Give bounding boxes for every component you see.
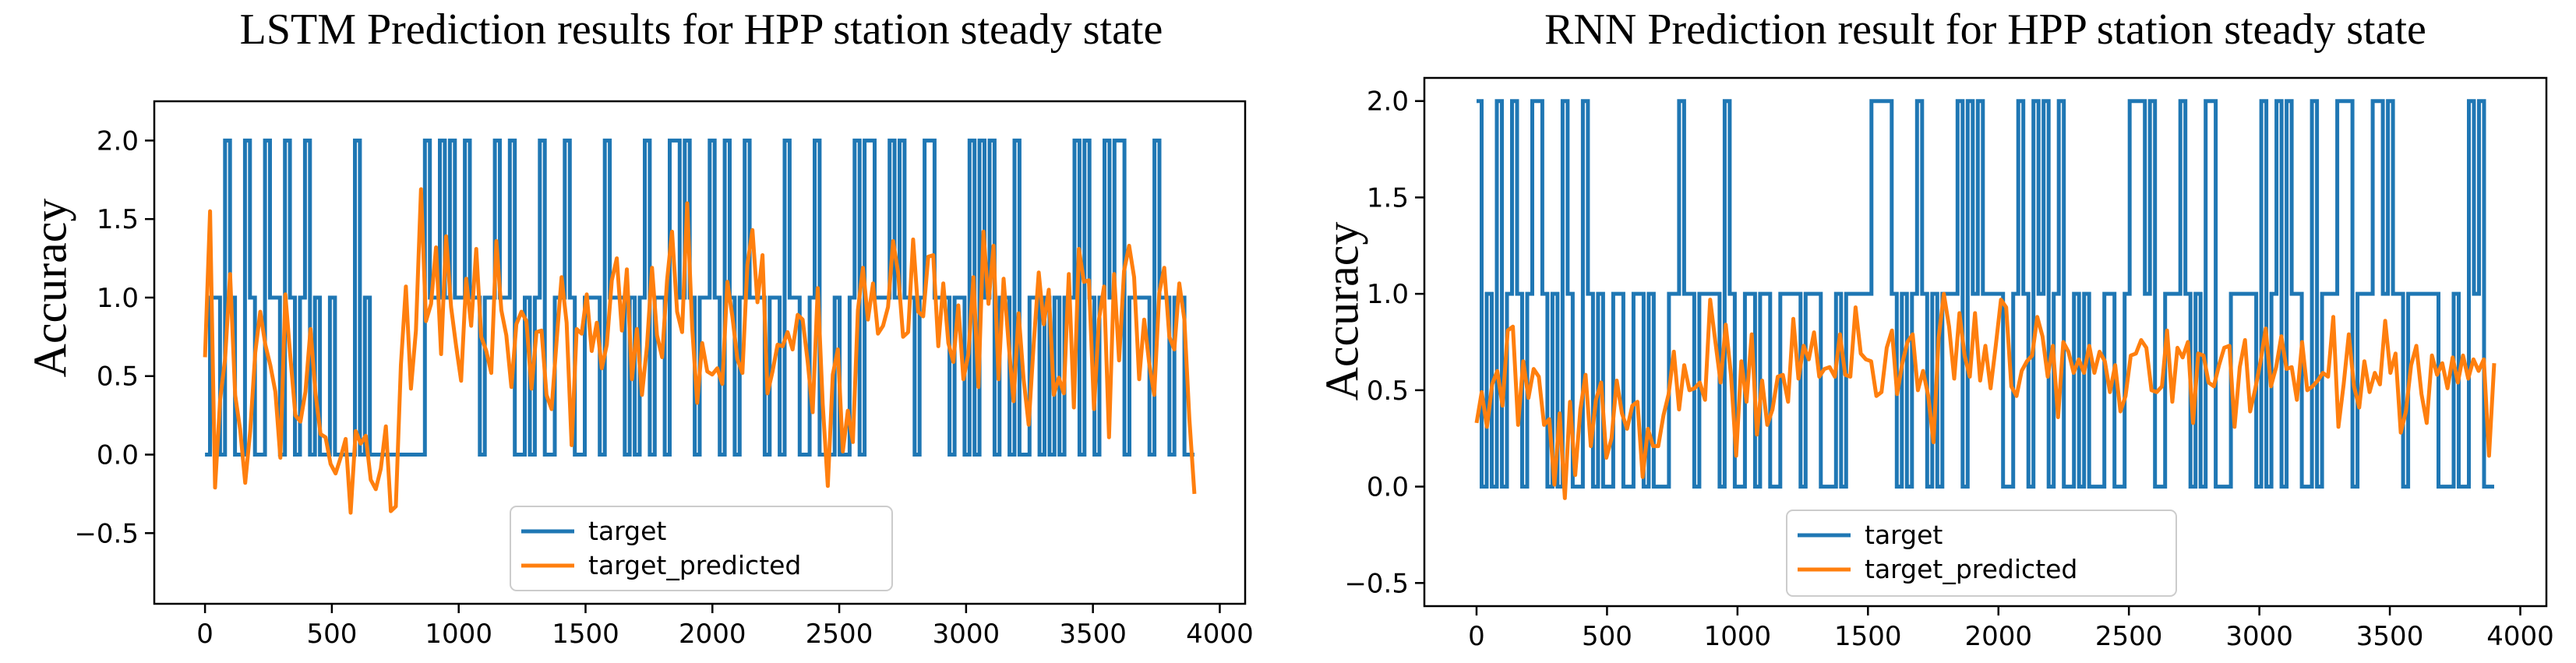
lstm-x-tick-label: 3500 xyxy=(1059,619,1127,650)
rnn-y-tick-label: 0.0 xyxy=(1367,472,1409,503)
rnn-y-tick-label: −0.5 xyxy=(1344,568,1409,599)
rnn-chart-svg: 0 500 1000 1500 2000 2500 3000 3500 4000 −0.5 0.0 0… xyxy=(1344,76,2554,652)
rnn-x-tick-label: 500 xyxy=(1582,621,1632,652)
rnn-legend-label-1: target_predicted xyxy=(1865,554,2077,584)
rnn-x-tick-label: 3500 xyxy=(2356,621,2424,652)
rnn-y-tick-label: 1.0 xyxy=(1367,279,1409,310)
lstm-series-group xyxy=(203,138,1197,515)
lstm-x-tick-label: 1000 xyxy=(425,619,492,650)
lstm-x-tick-label: 0 xyxy=(196,619,213,650)
rnn-series-target-predicted xyxy=(1474,291,2497,500)
lstm-y-tick-label: 1.5 xyxy=(97,204,139,235)
lstm-legend-box xyxy=(510,506,893,591)
lstm-x-tick-label: 1500 xyxy=(552,619,619,650)
lstm-legend-label-0: target xyxy=(588,516,666,546)
rnn-series-target xyxy=(1477,99,2494,489)
lstm-legend-label-1: target_predicted xyxy=(588,550,801,580)
rnn-y-tick-label: 0.5 xyxy=(1367,376,1409,407)
lstm-y-tick-label: 2.0 xyxy=(97,125,139,157)
lstm-y-tick-label: −0.5 xyxy=(74,518,139,549)
rnn-chart-title: RNN Prediction result for HPP station st… xyxy=(1544,5,2426,54)
rnn-legend-box xyxy=(1786,510,2177,597)
lstm-x-tick-label: 2000 xyxy=(679,619,746,650)
rnn-x-tick-label: 3000 xyxy=(2225,621,2293,652)
lstm-y-tick-label: 1.0 xyxy=(97,283,139,314)
lstm-x-tick-label: 500 xyxy=(306,619,357,650)
lstm-chart-title: LSTM Prediction results for HPP station … xyxy=(239,5,1163,54)
rnn-x-tick-label: 1500 xyxy=(1834,621,1902,652)
rnn-x-tick-label: 0 xyxy=(1468,621,1485,652)
lstm-chart-panel: LSTM Prediction results for HPP station … xyxy=(25,5,1254,650)
lstm-chart-svg: 0 500 1000 1500 2000 2500 3000 3500 4000 −0.5 0.0 0… xyxy=(74,100,1254,650)
rnn-chart-panel: RNN Prediction result for HPP station st… xyxy=(1288,0,2576,663)
lstm-x-tick-label: 3000 xyxy=(933,619,1000,650)
rnn-series-group xyxy=(1474,99,2497,500)
lstm-x-tick-label: 2500 xyxy=(806,619,873,650)
lstm-x-tick-label: 4000 xyxy=(1186,619,1254,650)
rnn-y-tick-label: 2.0 xyxy=(1367,86,1409,118)
rnn-x-tick-label: 4000 xyxy=(2486,621,2554,652)
rnn-x-tick-label: 2000 xyxy=(1964,621,2032,652)
rnn-legend-label-0: target xyxy=(1865,520,1943,550)
rnn-x-tick-label: 2500 xyxy=(2095,621,2163,652)
lstm-y-tick-label: 0.0 xyxy=(97,440,139,471)
lstm-y-tick-label: 0.5 xyxy=(97,361,139,393)
rnn-y-tick-label: 1.5 xyxy=(1367,182,1409,213)
lstm-series-target xyxy=(205,138,1194,457)
lstm-series-target-predicted xyxy=(203,187,1197,515)
rnn-x-tick-label: 1000 xyxy=(1704,621,1772,652)
